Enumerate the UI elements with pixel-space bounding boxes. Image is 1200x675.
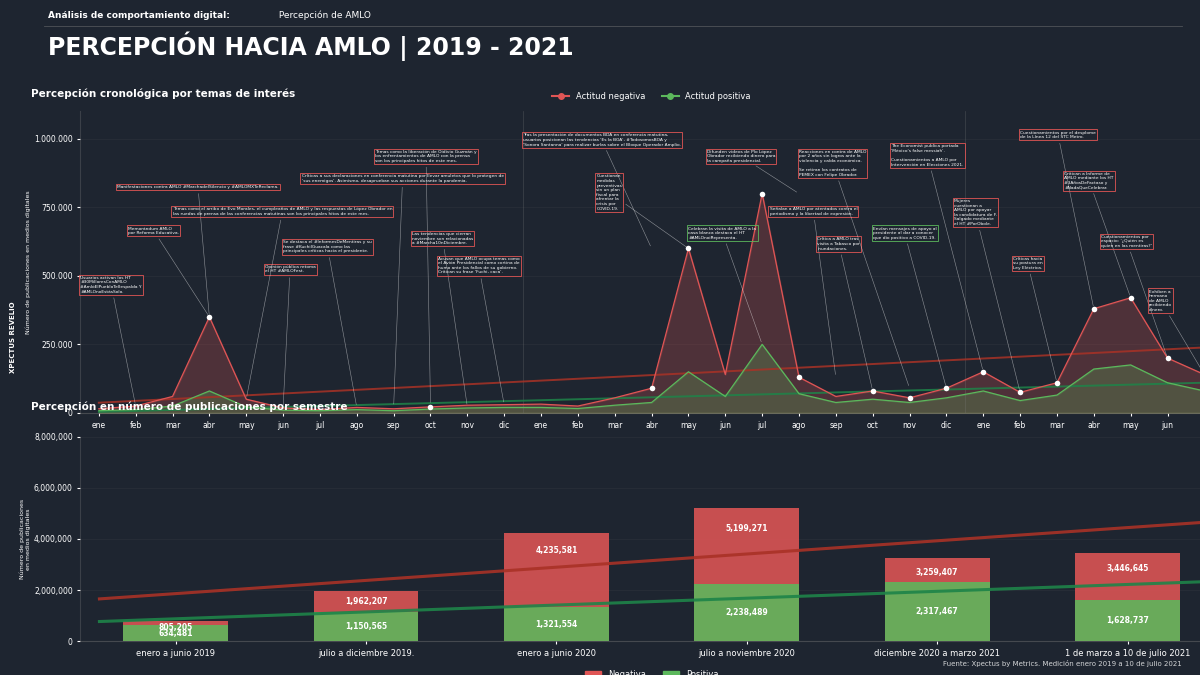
Bar: [504, 608, 608, 641]
Text: Críticas hacia
su postura en
Ley Eléctrica.: Críticas hacia su postura en Ley Eléctri…: [1013, 256, 1056, 380]
Text: XPECTUS REVELIO: XPECTUS REVELIO: [10, 302, 17, 373]
Text: Usuarios activan los HT
#30MilloresConAMLO
#AmlóElPuebloTellespalda Y
#AMLOnoEst: Usuarios activan los HT #30MilloresConAM…: [80, 276, 142, 404]
Text: 1,321,554: 1,321,554: [535, 620, 577, 629]
Text: Reacciones en contra de AMLO
por 2 años sin logros ante la
violencia y caída eco: Reacciones en contra de AMLO por 2 años …: [799, 150, 908, 385]
Text: Señalan a AMLO por atentados contra el
periodismo y la libertad de expresión.: Señalan a AMLO por atentados contra el p…: [769, 207, 857, 375]
Text: Cuestionan
medidas
preventivas
sin un plan
fiscal para
afrentar la
crisis por
CO: Cuestionan medidas preventivas sin un pl…: [596, 174, 686, 247]
Text: 1,150,565: 1,150,565: [344, 622, 388, 631]
Text: 2020: 2020: [731, 461, 757, 471]
Bar: [124, 625, 228, 641]
Text: Fuente: Xpectus by Metrics. Medición enero 2019 a 10 de julio 2021: Fuente: Xpectus by Metrics. Medición ene…: [943, 660, 1182, 667]
Text: Se destaca el #InformesDeMentiras y su
frase #KuchilGuacala como las
principales: Se destaca el #InformesDeMentiras y su f…: [283, 240, 372, 405]
Text: Análisis de comportamiento digital:: Análisis de comportamiento digital:: [48, 11, 229, 20]
Legend: Actitud negativa, Actitud positiva: Actitud negativa, Actitud positiva: [550, 88, 754, 104]
Text: 2,317,467: 2,317,467: [916, 607, 959, 616]
Y-axis label: Número de publicaciones en medios digitales: Número de publicaciones en medios digita…: [25, 190, 31, 334]
Text: 2019: 2019: [288, 461, 316, 471]
Text: 4,235,581: 4,235,581: [535, 546, 577, 555]
Text: Las tendencias que cierran
noviembre son relacionadas
a #Marcha10nDiciembre.: Las tendencias que cierran noviembre son…: [412, 232, 473, 404]
Text: Cuestionamientos por el desplome
de la Línea 12 del STC Metro.: Cuestionamientos por el desplome de la L…: [1020, 130, 1096, 306]
Bar: [1075, 553, 1180, 641]
Text: Percepción de AMLO: Percepción de AMLO: [276, 11, 371, 20]
Text: Difunden videos de Pío López
Obrador recibiendo dinero para
la campaña presidenc: Difunden videos de Pío López Obrador rec…: [707, 150, 797, 192]
Text: Crítica a AMLO tras
visita a Tabasco por
inundaciones.: Crítica a AMLO tras visita a Tabasco por…: [817, 238, 872, 388]
Text: Memorándum AMLO
por Reforma Educativa.: Memorándum AMLO por Reforma Educativa.: [128, 227, 208, 315]
Text: 5,199,271: 5,199,271: [726, 524, 768, 533]
Legend: Negativa, Positiva: Negativa, Positiva: [582, 666, 721, 675]
Bar: [695, 508, 799, 641]
Text: 634,481: 634,481: [158, 628, 193, 638]
Text: Exhiben a
hermano
de AMLO
recibiendo
dinero.: Exhiben a hermano de AMLO recibiendo din…: [1150, 290, 1200, 372]
Text: Cuestionamientos por
espacio: '¿Quién es
quien en las mentiras?': Cuestionamientos por espacio: '¿Quién es…: [1102, 235, 1166, 356]
Text: The Economist publica portada
'México's false messiah'.

Cuestionamientos a AMLO: The Economist publica portada 'México's …: [892, 144, 983, 369]
Text: Manifestaciones contra AMLO #MarchadelSilencio y #AMLOMXTeReclama.: Manifestaciones contra AMLO #MarchadelSi…: [118, 186, 278, 314]
Text: 805,205: 805,205: [158, 623, 193, 632]
Text: 1,628,737: 1,628,737: [1106, 616, 1150, 625]
Bar: [884, 558, 990, 641]
Text: Percepción en número de publicaciones por semestre: Percepción en número de publicaciones po…: [31, 402, 348, 412]
Bar: [313, 612, 419, 641]
Text: Temas como el arribo de Evo Morales, el cumpleaños de AMLO y las respuestas de L: Temas como el arribo de Evo Morales, el …: [173, 207, 392, 396]
Text: 2,238,489: 2,238,489: [726, 608, 768, 617]
Text: Opinión pública retoma
el HT #AMLOFest.: Opinión pública retoma el HT #AMLOFest.: [265, 265, 316, 405]
Text: Celebran la visita de AMLO a la
casa blanca destaca el HT
#AMLOnoiRepresenta.: Celebran la visita de AMLO a la casa bla…: [689, 227, 761, 342]
Bar: [313, 591, 419, 641]
Bar: [884, 582, 990, 641]
Bar: [695, 584, 799, 641]
Bar: [124, 620, 228, 641]
Bar: [1075, 599, 1180, 641]
Text: 2021: 2021: [1080, 461, 1108, 471]
Y-axis label: Número de publicaciones
en medios digitales: Número de publicaciones en medios digita…: [20, 499, 31, 579]
Text: PERCEPCIÓN HACIA AMLO | 2019 - 2021: PERCEPCIÓN HACIA AMLO | 2019 - 2021: [48, 32, 574, 61]
Text: Acusan que AMLO ocupa temas como
el Avión Presidencial como cortina de
humo ante: Acusan que AMLO ocupa temas como el Avió…: [438, 256, 520, 402]
Text: Critican a Informe de
AMLO mediante los HT
#3AñosDeFactaso y
#NadaQueCelebrar.: Critican a Informe de AMLO mediante los …: [1064, 171, 1129, 295]
Text: Temas como la liberación de Oidivio Guzmán y
los enfrentamientos de AMLO con la : Temas como la liberación de Oidivio Guzm…: [376, 150, 476, 402]
Text: Percepción cronológica por temas de interés: Percepción cronológica por temas de inte…: [31, 89, 295, 99]
Text: Críticas a sus declaraciones en conferencia matutina por llevar amuletos que lo : Críticas a sus declaraciones en conferen…: [301, 174, 504, 404]
Text: Envían mensajes de apoyo al
presidente al dar a conocer
que dio positivo a COVID: Envían mensajes de apoyo al presidente a…: [872, 227, 946, 385]
Text: 1,962,207: 1,962,207: [344, 597, 388, 606]
Text: Mujeres
cuestionan a
AMLO por apoyar
la candidatura de F.
Salgado mediante
el HT: Mujeres cuestionan a AMLO por apoyar la …: [954, 199, 1020, 389]
Text: 3,446,645: 3,446,645: [1106, 564, 1148, 572]
Text: Tras la presentación de documentos BDA en conferencia matutina,
usuarios posicio: Tras la presentación de documentos BDA e…: [523, 133, 680, 246]
Bar: [504, 533, 608, 641]
Text: 3,259,407: 3,259,407: [916, 568, 959, 577]
